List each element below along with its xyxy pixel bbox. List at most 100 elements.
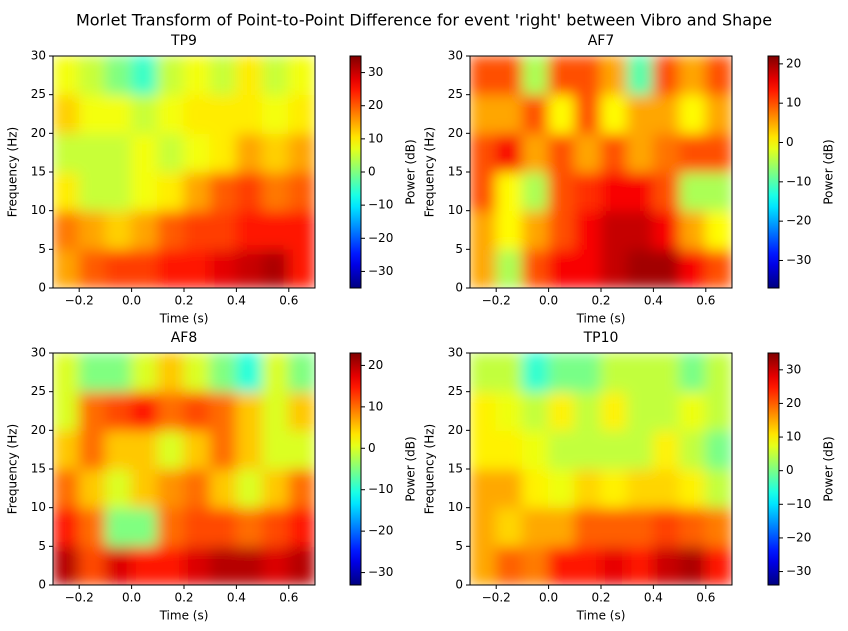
heat-cell	[574, 353, 602, 393]
colorbar-label: Power (dB)	[822, 436, 836, 501]
heat-cell	[548, 210, 576, 250]
heat-cell	[574, 545, 602, 585]
heat-cell	[235, 391, 264, 431]
y-tick-label: 25	[448, 87, 463, 101]
y-tick-label: 30	[31, 346, 46, 360]
heatmap	[470, 56, 732, 288]
y-tick-label: 10	[448, 500, 463, 514]
heat-cell	[705, 171, 732, 212]
y-tick-label: 25	[448, 384, 463, 398]
heat-cell	[78, 468, 106, 509]
heat-cell	[574, 468, 602, 509]
heat-cell	[470, 56, 497, 96]
colorbar-tick-label: 30	[786, 362, 801, 376]
heat-cell	[600, 248, 628, 288]
y-tick-label: 20	[448, 423, 463, 437]
heat-cell	[495, 429, 523, 470]
heat-cell	[209, 94, 237, 134]
y-tick-label: 0	[455, 578, 463, 592]
heat-cell	[131, 171, 159, 212]
heat-cell	[209, 171, 237, 212]
heat-cell	[183, 56, 211, 96]
colorbar-tick-label: 0	[786, 135, 794, 149]
heat-cell	[288, 507, 315, 547]
colorbar-tick-label: 0	[786, 463, 794, 477]
heat-cell	[705, 507, 732, 547]
heat-cell	[548, 353, 576, 393]
heat-cell	[157, 248, 185, 288]
heat-cell	[626, 507, 654, 547]
heat-cell	[521, 210, 550, 250]
heat-cell	[470, 132, 497, 173]
heat-cell	[104, 56, 133, 96]
heat-cell	[131, 94, 159, 134]
heat-cell	[78, 429, 106, 470]
heat-cell	[288, 210, 315, 250]
heat-cell	[104, 391, 133, 431]
figure-title: Morlet Transform of Point-to-Point Diffe…	[76, 11, 772, 30]
heat-cell	[235, 56, 264, 96]
heat-cell	[235, 248, 264, 288]
heat-cell	[157, 507, 185, 547]
heat-cell	[262, 507, 290, 547]
colorbar-tick-label: −10	[368, 198, 393, 212]
y-tick-label: 20	[31, 126, 46, 140]
heat-cell	[626, 545, 654, 585]
heatmap	[470, 353, 732, 585]
heat-cell	[600, 353, 628, 393]
heat-cell	[470, 391, 497, 431]
colorbar	[767, 352, 780, 586]
heat-cell	[626, 353, 654, 393]
heat-cell	[183, 391, 211, 431]
heat-cell	[235, 545, 264, 585]
heat-cell	[104, 171, 133, 212]
heat-cell	[574, 210, 602, 250]
heat-cell	[131, 210, 159, 250]
heat-cell	[652, 248, 681, 288]
heat-cell	[183, 248, 211, 288]
heatmap-cells	[53, 353, 315, 585]
heat-cell	[262, 545, 290, 585]
heat-cell	[679, 56, 707, 96]
x-tick-label: −0.2	[482, 294, 511, 308]
heat-cell	[574, 391, 602, 431]
heat-cell	[131, 248, 159, 288]
heat-cell	[626, 248, 654, 288]
heat-cell	[183, 468, 211, 509]
heat-cell	[262, 468, 290, 509]
heat-cell	[626, 171, 654, 212]
x-tick-label: 0.2	[591, 294, 610, 308]
y-tick-label: 15	[448, 462, 463, 476]
heat-cell	[53, 545, 80, 585]
heat-cell	[209, 391, 237, 431]
heat-cell	[521, 94, 550, 134]
colorbar-tick-label: 20	[368, 358, 383, 372]
heat-cell	[288, 353, 315, 393]
heat-cell	[521, 429, 550, 470]
heat-cell	[157, 171, 185, 212]
heat-cell	[104, 507, 133, 547]
heat-cell	[574, 248, 602, 288]
heat-cell	[600, 171, 628, 212]
colorbar-tick-label: 10	[786, 430, 801, 444]
heat-cell	[470, 468, 497, 509]
heat-cell	[183, 210, 211, 250]
heat-cell	[209, 468, 237, 509]
heat-cell	[600, 210, 628, 250]
heat-cell	[157, 132, 185, 173]
heat-cell	[600, 94, 628, 134]
heat-cell	[679, 171, 707, 212]
heat-cell	[495, 468, 523, 509]
heat-cell	[705, 429, 732, 470]
heat-cell	[521, 171, 550, 212]
heat-cell	[262, 391, 290, 431]
heat-cell	[600, 507, 628, 547]
heat-cell	[131, 132, 159, 173]
colorbar-tick-label: 20	[786, 56, 801, 70]
heat-cell	[131, 545, 159, 585]
heat-cell	[470, 94, 497, 134]
heat-cell	[131, 391, 159, 431]
colorbar-tick-label: 10	[786, 96, 801, 110]
heat-cell	[262, 210, 290, 250]
heat-cell	[157, 429, 185, 470]
